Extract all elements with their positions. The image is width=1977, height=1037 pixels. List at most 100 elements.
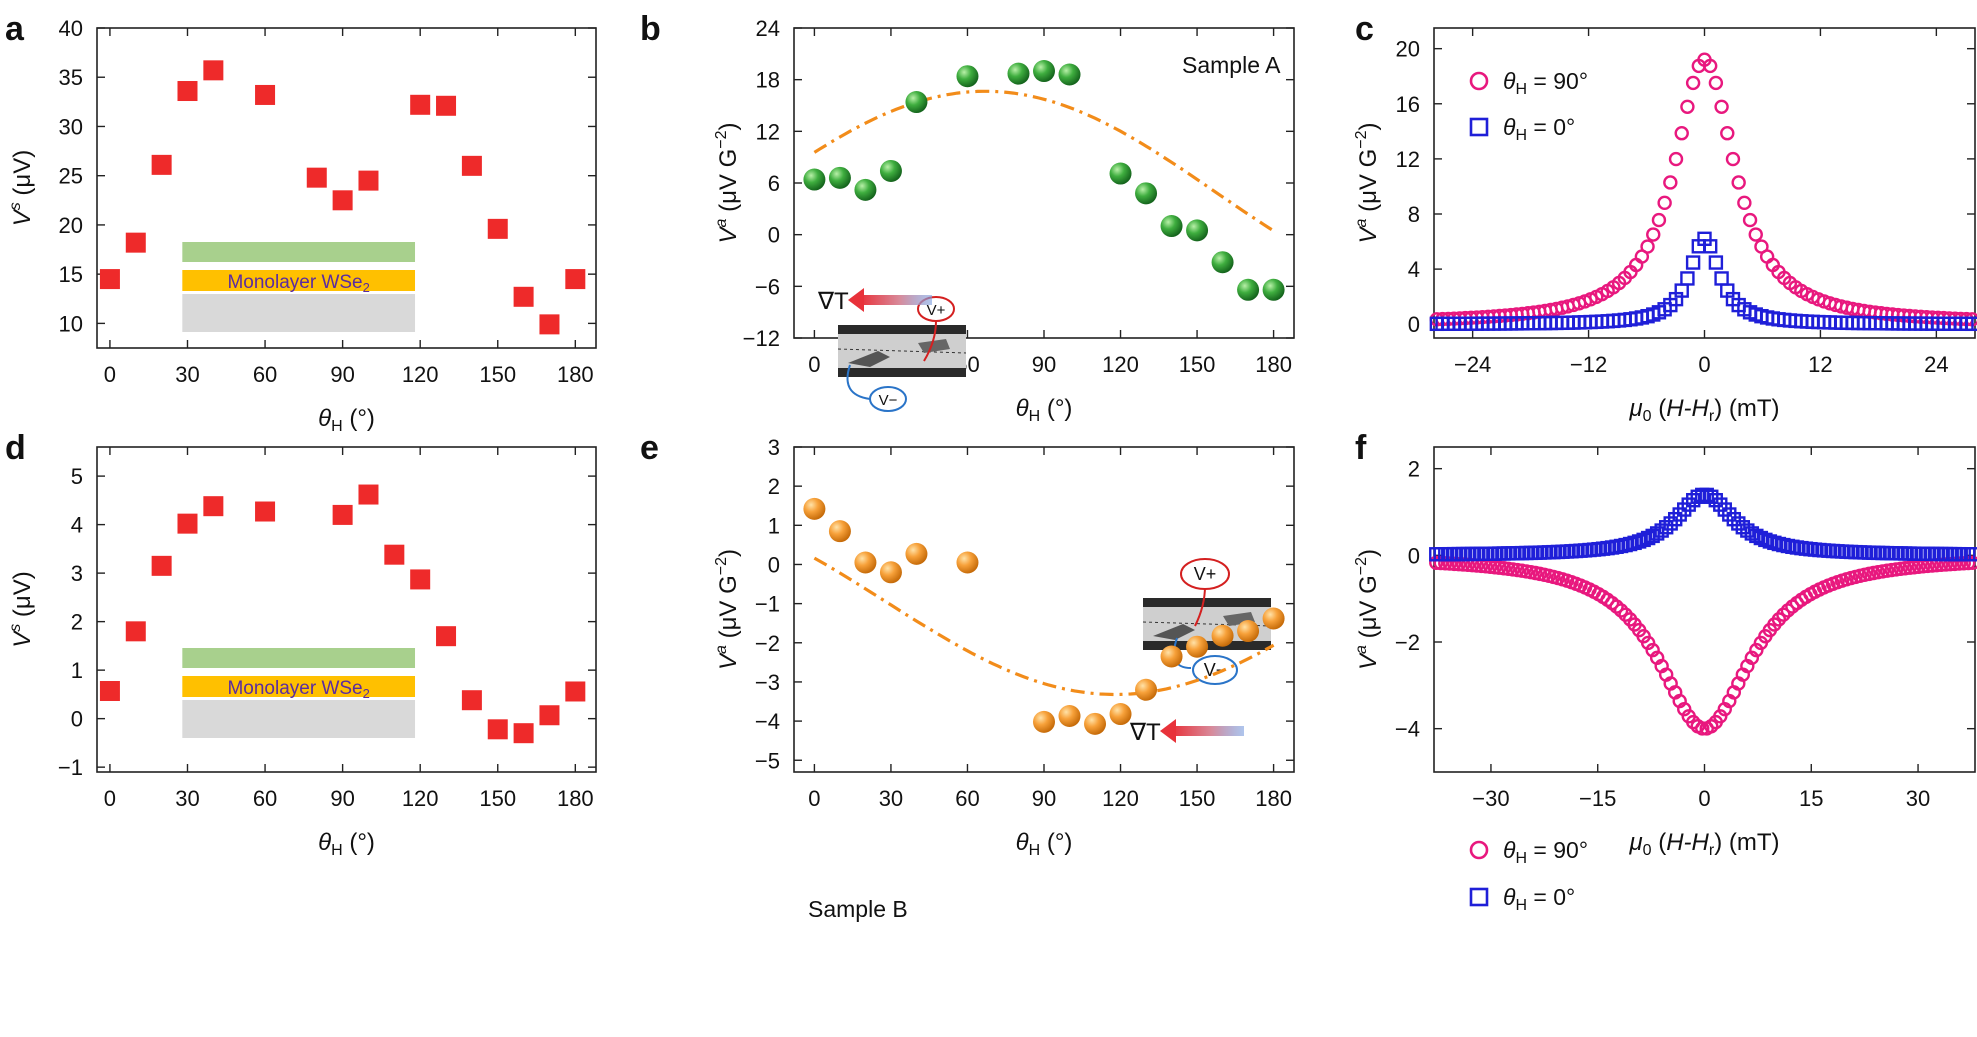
y-tick-label: 20 — [1396, 37, 1420, 62]
data-point — [1627, 535, 1642, 551]
y-label-superscript: s — [7, 202, 24, 210]
thermal-gradient-arrow — [860, 295, 932, 305]
panel-letter: c — [1355, 10, 1374, 48]
data-point — [203, 60, 224, 81]
data-point — [125, 232, 146, 253]
x-tick-label: 24 — [1924, 352, 1948, 377]
y-tick-label: 30 — [59, 114, 83, 139]
x-tick-label: 30 — [175, 786, 199, 811]
data-point — [1429, 555, 1444, 571]
x-axis-label: θH (°) — [318, 829, 375, 859]
data-point — [487, 719, 508, 740]
panel-letter: f — [1355, 429, 1367, 467]
vminus-wire — [846, 364, 871, 400]
data-point — [1007, 62, 1030, 85]
y-tick-label: 4 — [1408, 257, 1420, 282]
y-tick-label: −3 — [755, 670, 780, 695]
data-point — [1965, 547, 1977, 562]
x-tick-label: 0 — [104, 786, 116, 811]
data-point — [1725, 151, 1741, 167]
data-point — [1456, 557, 1471, 572]
data-point — [1695, 721, 1710, 736]
y-tick-label: −1 — [755, 592, 780, 617]
vminus-probe — [1192, 655, 1238, 685]
data-point — [1640, 635, 1656, 651]
y-label-unit: (μV G — [715, 149, 742, 219]
x-tick-label: 0 — [1698, 352, 1710, 377]
y-tick-label: −1 — [58, 755, 83, 780]
y-label-unit: (μV G — [1355, 149, 1382, 219]
data-point — [1704, 489, 1719, 504]
data-point — [1442, 556, 1457, 571]
legend-value: = 90° — [1527, 68, 1588, 94]
layer-label-sub: 2 — [363, 686, 370, 701]
data-point — [99, 269, 120, 290]
data-point — [1058, 705, 1081, 728]
data-point — [1186, 219, 1209, 242]
data-point — [1033, 60, 1055, 83]
data-point — [1160, 215, 1183, 238]
data-point — [1742, 212, 1758, 228]
x-label-subscript: H — [1029, 408, 1041, 425]
y-label-unit-sup: −2 — [1353, 130, 1370, 148]
data-point — [1762, 534, 1778, 549]
y-label-unit-sup: −2 — [713, 557, 730, 575]
data-point — [1690, 489, 1705, 504]
data-point — [1640, 239, 1655, 254]
x-tick-label: 12 — [1808, 352, 1832, 377]
y-label-superscript: a — [1353, 218, 1370, 227]
panel-letter: e — [640, 429, 659, 467]
x-tick-label: 120 — [402, 362, 439, 387]
x-label-paren: ( — [1652, 395, 1667, 422]
vminus-probe — [869, 386, 907, 412]
data-point — [513, 723, 534, 744]
x-label-symbol: θ — [318, 405, 331, 432]
data-point — [1685, 255, 1701, 270]
data-point — [1708, 255, 1724, 270]
x-label-unit: (°) — [1040, 829, 1072, 856]
y-axis-label: Va (μV G−2) — [1353, 122, 1382, 243]
x-axis-label: μ0 (H-Hr) (mT) — [1628, 395, 1779, 425]
x-tick-label: 150 — [479, 786, 516, 811]
data-point — [539, 705, 560, 726]
flake-fragment — [848, 351, 890, 367]
vplus-probe — [1180, 558, 1230, 590]
legend-label: θH = 0° — [1503, 884, 1575, 914]
y-tick-label: 0 — [768, 223, 780, 248]
x-tick-label: −30 — [1472, 786, 1509, 811]
flake-fragment — [918, 339, 950, 353]
data-point — [306, 167, 327, 188]
vplus-wire — [923, 320, 937, 362]
data-point — [1109, 703, 1132, 726]
data-point — [1720, 126, 1735, 141]
y-tick-label: 18 — [756, 68, 780, 93]
legend-marker — [1469, 71, 1489, 91]
data-point — [332, 190, 353, 211]
y-tick-label: 0 — [768, 552, 780, 577]
panel-letter: b — [640, 10, 661, 48]
legend-subscript: H — [1515, 127, 1527, 144]
legend-symbol: θ — [1503, 68, 1516, 94]
data-point — [1663, 175, 1678, 190]
data-point — [1758, 532, 1773, 548]
data-point — [956, 551, 979, 574]
layer-label-text: Monolayer WSe — [227, 678, 362, 699]
y-tick-label: 6 — [768, 171, 780, 196]
y-label-superscript: a — [713, 645, 730, 654]
x-tick-label: 90 — [330, 362, 354, 387]
fit-curve — [813, 556, 1275, 697]
legend-label: θH = 0° — [1503, 114, 1575, 144]
data-point — [854, 551, 877, 574]
x-label-unit: (°) — [343, 405, 375, 432]
legend-symbol: θ — [1503, 837, 1516, 863]
plot-frame — [96, 27, 597, 349]
electrode-top — [838, 325, 966, 334]
x-label-unit: (°) — [1040, 395, 1072, 422]
x-label-symbol: μ — [1628, 395, 1642, 422]
data-point — [461, 690, 482, 711]
x-tick-label: 150 — [1179, 786, 1216, 811]
data-point — [1658, 520, 1674, 535]
x-label-subscript: 0 — [1643, 842, 1652, 859]
data-point — [1952, 556, 1967, 571]
data-point — [1640, 530, 1656, 546]
